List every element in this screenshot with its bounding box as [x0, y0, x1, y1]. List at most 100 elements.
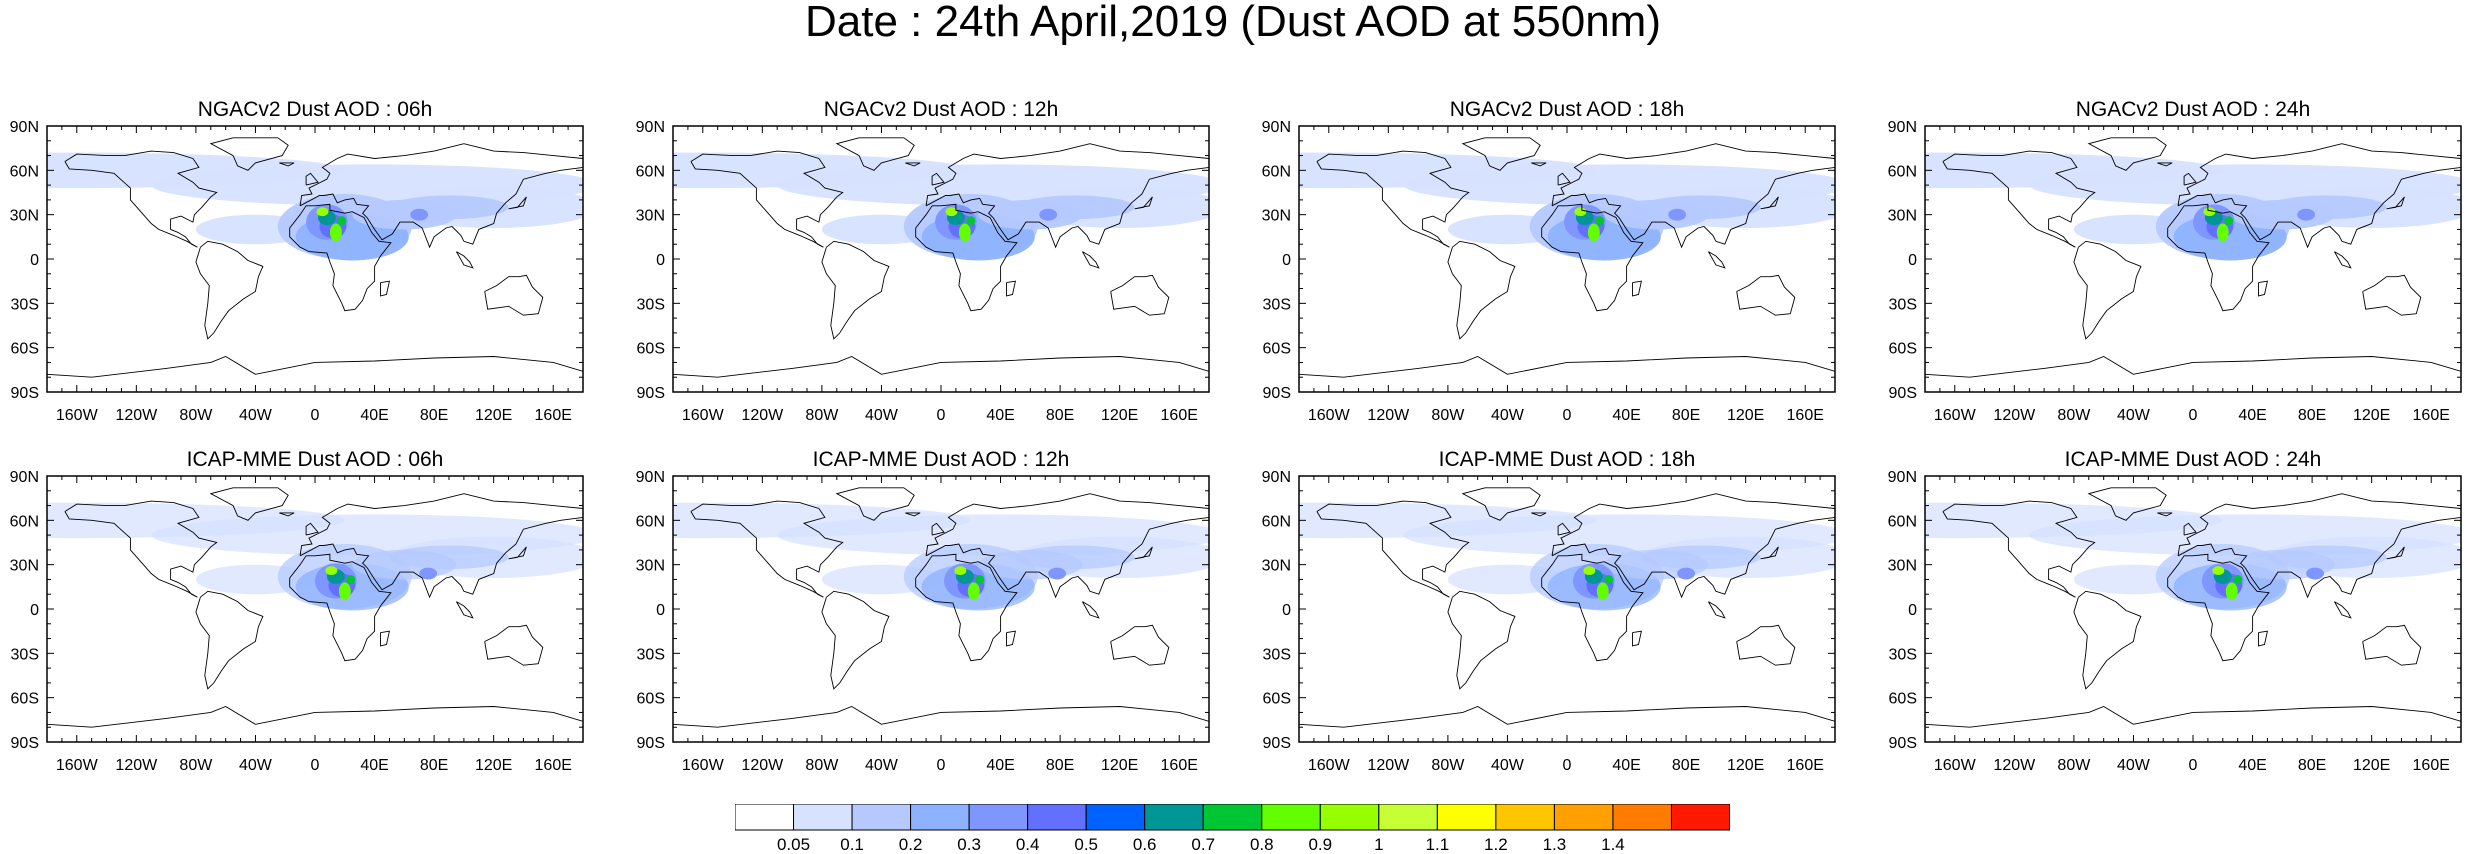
lon-tick-label: 160E: [2413, 407, 2450, 424]
lon-tick-label: 120W: [741, 757, 784, 774]
panel-title: NGACv2 Dust AOD : 24h: [2076, 98, 2311, 121]
colorbar-swatch: [968, 804, 1029, 831]
aod-contour: [2212, 566, 2225, 576]
lat-tick-label: 30S: [1889, 296, 1917, 313]
lon-tick-label: 0: [2189, 407, 2198, 424]
lon-tick-label: 120E: [475, 757, 512, 774]
coastline: [380, 280, 390, 297]
aod-contour: [958, 223, 971, 242]
coastline: [305, 522, 319, 536]
panel-title: NGACv2 Dust AOD : 12h: [824, 98, 1059, 121]
lon-tick-label: 120E: [475, 407, 512, 424]
aod-contour: [338, 582, 351, 601]
map-panel: NGACv2 Dust AOD : 18h 90N 60N 30N 0 30S 60S 90S…: [1262, 98, 1836, 424]
lon-tick-label: 0: [1563, 407, 1572, 424]
aod-contour: [1039, 208, 1058, 221]
coastline: [2334, 251, 2352, 269]
lon-tick-label: 40W: [1491, 757, 1525, 774]
lon-tick-label: 0: [311, 757, 320, 774]
lon-tick-label: 40E: [1612, 757, 1640, 774]
dust-aod-field: [673, 137, 1209, 378]
lat-tick-label: 90S: [1889, 385, 1917, 402]
colorbar-swatch: [1670, 804, 1730, 831]
coastline: [484, 624, 544, 666]
lon-tick-label: 160W: [56, 407, 99, 424]
aod-contour: [2203, 207, 2216, 217]
lat-tick-label: 0: [30, 252, 39, 269]
lat-tick-label: 30S: [1263, 296, 1291, 313]
aod-contour: [954, 566, 967, 576]
coastline: [2183, 522, 2197, 536]
coastline: [1925, 355, 2461, 378]
aod-contour: [389, 195, 509, 220]
colorbar-swatch: [1144, 804, 1204, 831]
colorbar-label: 1.4: [1601, 835, 1625, 854]
lon-tick-label: 120W: [1993, 407, 2036, 424]
coastline: [690, 150, 844, 248]
lat-tick-label: 30N: [1262, 558, 1291, 575]
panel-title: ICAP-MME Dust AOD : 18h: [1439, 448, 1696, 471]
lat-tick-label: 30N: [636, 208, 665, 225]
lat-tick-label: 30N: [10, 558, 39, 575]
lon-tick-label: 120W: [741, 407, 784, 424]
coastline: [835, 487, 915, 521]
lon-tick-label: 40W: [2117, 757, 2151, 774]
coastline: [305, 172, 319, 186]
lon-tick-label: 40W: [1491, 407, 1525, 424]
lon-tick-label: 160W: [56, 757, 99, 774]
coastline: [2177, 493, 2461, 599]
lon-tick-label: 160E: [1787, 757, 1824, 774]
dust-aod-field: [1925, 487, 2461, 728]
lat-tick-label: 90S: [637, 385, 665, 402]
lon-tick-label: 160E: [535, 407, 572, 424]
coastline: [289, 553, 392, 662]
lat-tick-label: 90S: [637, 735, 665, 752]
lon-tick-label: 120E: [1727, 757, 1764, 774]
lon-tick-label: 160W: [1308, 757, 1351, 774]
lat-tick-label: 0: [656, 602, 665, 619]
lon-tick-label: 80E: [420, 407, 448, 424]
lat-tick-label: 60N: [636, 163, 665, 180]
lat-tick-label: 60S: [637, 341, 665, 358]
panel-title: ICAP-MME Dust AOD : 24h: [2065, 448, 2322, 471]
coastline: [905, 162, 921, 167]
lon-tick-label: 160W: [1934, 407, 1977, 424]
colorbar-swatch: [1495, 804, 1555, 831]
lon-tick-label: 80E: [1046, 407, 1074, 424]
aod-contour: [2267, 545, 2387, 570]
coastline: [821, 240, 890, 340]
colorbar-swatch: [1553, 804, 1614, 831]
colorbar-label: 0.7: [1191, 835, 1215, 854]
aod-contour: [329, 223, 342, 242]
coastline: [195, 590, 264, 690]
lat-tick-label: 0: [30, 602, 39, 619]
coastline: [905, 512, 921, 517]
coastline: [1316, 500, 1470, 598]
lon-tick-label: 40E: [360, 757, 388, 774]
aod-contour: [966, 216, 976, 226]
lon-tick-label: 160E: [2413, 757, 2450, 774]
coastline: [2334, 601, 2352, 619]
dust-aod-field: [47, 487, 583, 728]
lon-tick-label: 120W: [1367, 757, 1410, 774]
lat-tick-label: 60N: [1262, 513, 1291, 530]
lon-tick-label: 80W: [179, 407, 213, 424]
colorbar-label: 0.05: [777, 835, 810, 854]
coastline: [1299, 355, 1835, 378]
aod-contour: [337, 216, 347, 226]
colorbar-label: 0.4: [1016, 835, 1040, 854]
lat-tick-label: 60N: [636, 513, 665, 530]
coastline: [925, 493, 1209, 599]
coastline: [1110, 274, 1170, 316]
coastline: [209, 137, 289, 171]
coastline: [1110, 624, 1170, 666]
aod-contour: [2224, 216, 2234, 226]
aod-contour: [1668, 208, 1687, 221]
lat-tick-label: 90N: [1888, 119, 1917, 136]
panel-title: ICAP-MME Dust AOD : 06h: [187, 448, 444, 471]
aod-contour: [346, 575, 356, 584]
lat-tick-label: 30S: [1889, 646, 1917, 663]
lat-tick-label: 60S: [11, 691, 39, 708]
map-panel: NGACv2 Dust AOD : 12h 90N 60N 30N 0 30S 60S 90S…: [636, 98, 1210, 424]
